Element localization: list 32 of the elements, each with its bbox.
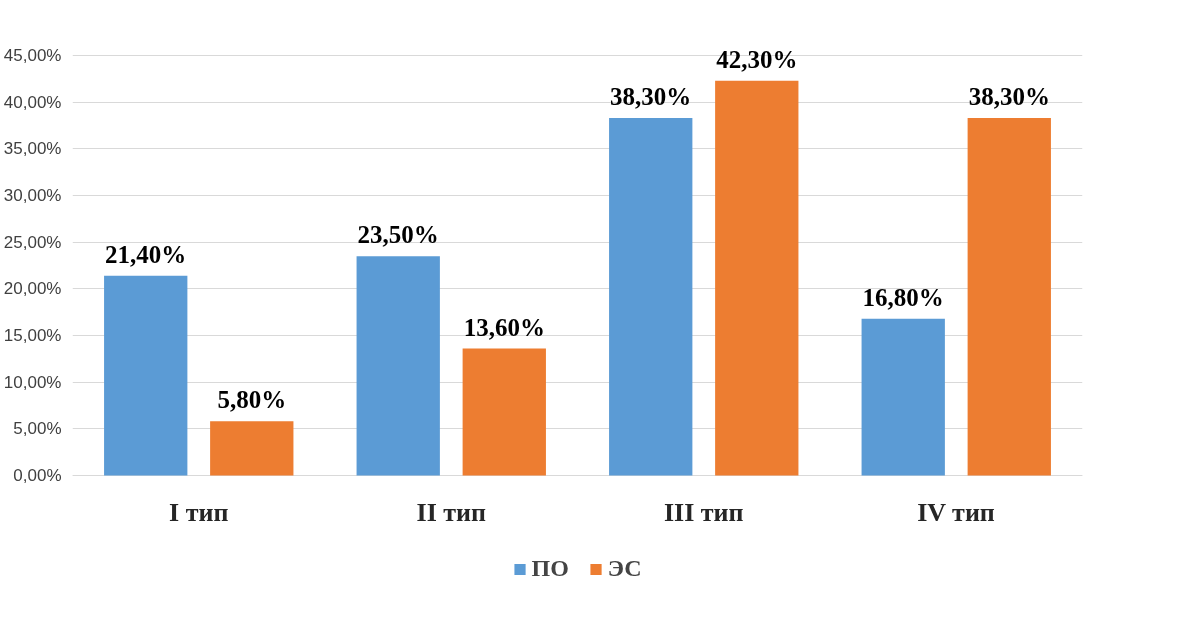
x-tick-label: IV тип xyxy=(917,497,995,527)
x-tick-label: III тип xyxy=(663,497,744,527)
bar xyxy=(462,348,546,476)
legend-label: ЭС xyxy=(607,555,642,582)
bar xyxy=(356,256,440,476)
data-label: 38,30% xyxy=(968,83,1050,111)
data-label: 21,40% xyxy=(105,240,187,268)
bar xyxy=(104,275,188,476)
y-tick-label: 20,00% xyxy=(3,279,62,299)
y-tick-label: 35,00% xyxy=(3,139,62,159)
legend-label: ПО xyxy=(531,555,569,582)
y-tick-label: 5,00% xyxy=(13,419,62,439)
y-tick-label: 25,00% xyxy=(3,232,62,252)
y-tick-label: 10,00% xyxy=(3,372,62,392)
bar xyxy=(715,80,799,476)
x-tick-label: I тип xyxy=(169,497,229,527)
y-tick-label: 15,00% xyxy=(3,326,62,345)
bar xyxy=(609,118,693,476)
y-tick-label: 0,00% xyxy=(13,466,62,485)
data-label: 13,60% xyxy=(463,313,545,341)
bar xyxy=(861,318,945,476)
x-tick-label: II тип xyxy=(416,497,486,527)
data-label: 16,80% xyxy=(862,283,944,311)
data-label: 5,80% xyxy=(217,386,287,414)
bar xyxy=(967,118,1051,476)
data-label: 23,50% xyxy=(357,221,439,249)
y-tick-label: 30,00% xyxy=(3,186,62,205)
data-label: 38,30% xyxy=(610,83,692,111)
data-label: 42,30% xyxy=(716,45,798,73)
y-tick-label: 40,00% xyxy=(3,92,62,112)
bar xyxy=(210,421,294,476)
y-tick-label: 45,00% xyxy=(3,46,62,65)
